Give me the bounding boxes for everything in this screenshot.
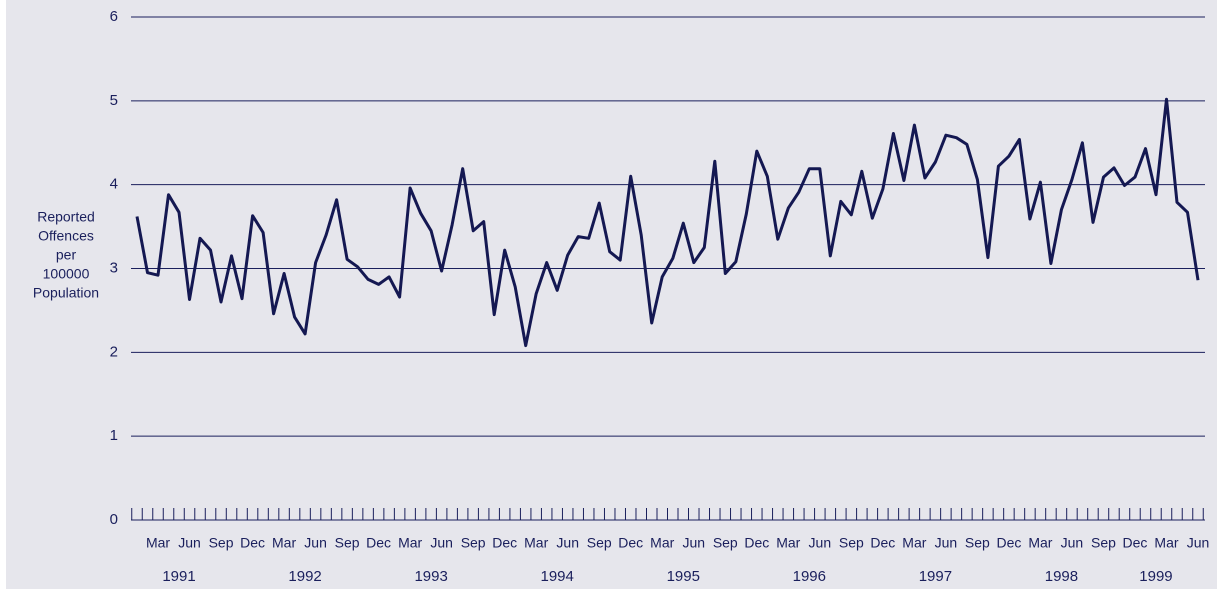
x-tick-label: Dec	[870, 535, 895, 551]
y-tick-label: 4	[110, 176, 118, 193]
x-tick-label: Dec	[618, 535, 643, 551]
x-tick-label: Mar	[1154, 535, 1178, 551]
y-tick-label: 6	[110, 8, 118, 25]
x-tick-label: Jun	[935, 535, 958, 551]
x-tick-label: Sep	[461, 535, 486, 551]
x-tick-label: Dec	[240, 535, 265, 551]
x-tick-label: Mar	[902, 535, 926, 551]
year-label: 1995	[667, 568, 700, 585]
x-tick-label: Jun	[178, 535, 201, 551]
year-label: 1996	[793, 568, 826, 585]
y-axis-label: Population	[33, 285, 99, 301]
year-label: 1993	[414, 568, 447, 585]
x-tick-label: Dec	[366, 535, 391, 551]
x-tick-label: Mar	[272, 535, 296, 551]
x-tick-label: Jun	[809, 535, 832, 551]
x-tick-label: Jun	[430, 535, 453, 551]
year-label: 1994	[541, 568, 574, 585]
y-tick-label: 5	[110, 92, 118, 109]
x-tick-label: Mar	[524, 535, 548, 551]
x-tick-label: Sep	[209, 535, 234, 551]
year-label: 1999	[1139, 568, 1172, 585]
x-tick-label: Dec	[492, 535, 517, 551]
y-axis-label: Reported	[37, 209, 95, 225]
y-axis-label: Offences	[38, 228, 94, 244]
x-tick-label: Dec	[744, 535, 769, 551]
x-tick-label: Jun	[1061, 535, 1084, 551]
x-tick-label: Sep	[335, 535, 360, 551]
year-label: 1992	[288, 568, 321, 585]
x-tick-label: Mar	[650, 535, 674, 551]
y-tick-label: 3	[110, 259, 118, 276]
x-tick-label: Sep	[965, 535, 990, 551]
y-tick-label: 0	[110, 511, 118, 528]
x-tick-label: Mar	[776, 535, 800, 551]
x-tick-label: Sep	[587, 535, 612, 551]
y-tick-label: 2	[110, 343, 118, 360]
x-tick-label: Mar	[398, 535, 422, 551]
x-tick-label: Dec	[996, 535, 1021, 551]
x-tick-label: Sep	[839, 535, 864, 551]
year-label: 1997	[919, 568, 952, 585]
x-tick-label: Sep	[1091, 535, 1116, 551]
year-label: 1991	[162, 568, 195, 585]
x-tick-label: Jun	[682, 535, 705, 551]
x-tick-label: Mar	[146, 535, 170, 551]
year-label: 1998	[1045, 568, 1078, 585]
y-axis-label: 100000	[43, 266, 90, 282]
x-tick-label: Dec	[1123, 535, 1148, 551]
x-tick-label: Sep	[713, 535, 738, 551]
x-tick-label: Jun	[556, 535, 579, 551]
y-tick-label: 1	[110, 427, 118, 444]
chart-background	[6, 0, 1217, 589]
data-line	[135, 97, 1200, 348]
x-tick-label: Mar	[1028, 535, 1052, 551]
x-tick-label: Jun	[1187, 535, 1210, 551]
x-tick-label: Jun	[304, 535, 327, 551]
y-axis-label: per	[56, 247, 77, 263]
